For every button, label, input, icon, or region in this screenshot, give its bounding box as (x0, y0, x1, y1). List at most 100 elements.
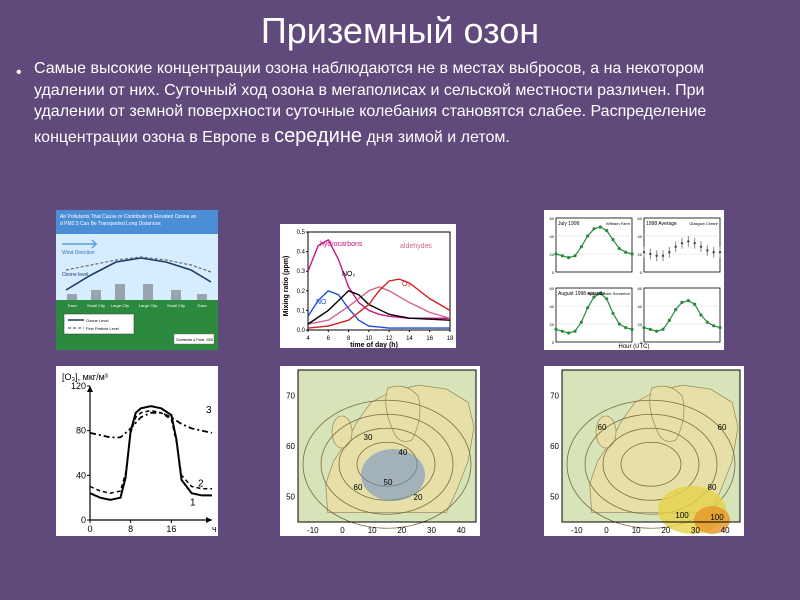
svg-text:30: 30 (364, 433, 373, 442)
fig-hourly-sites: 0204060July 1999Witham Farm02040601998 A… (544, 210, 724, 350)
svg-text:[O₃], мкг/м³: [O₃], мкг/м³ (62, 372, 108, 382)
svg-text:0: 0 (87, 524, 92, 534)
svg-text:50: 50 (286, 493, 295, 502)
svg-text:60: 60 (286, 442, 295, 451)
svg-text:Bristol Centre Somerton: Bristol Centre Somerton (587, 291, 630, 296)
svg-text:0: 0 (604, 526, 609, 535)
svg-text:NO: NO (316, 299, 327, 306)
svg-text:Mixing ratio (ppm): Mixing ratio (ppm) (283, 256, 290, 317)
svg-text:70: 70 (286, 391, 295, 400)
svg-text:20: 20 (397, 526, 406, 535)
svg-text:30: 30 (691, 526, 700, 535)
svg-text:0: 0 (552, 270, 555, 275)
svg-text:16: 16 (166, 524, 176, 534)
fig-map-summer: 50 60 70 -10 0 10 20 30 40 60 60 80 100 100 (544, 366, 744, 536)
svg-text:120: 120 (71, 381, 86, 391)
svg-text:60: 60 (550, 216, 555, 221)
svg-text:40: 40 (399, 448, 408, 457)
svg-text:Town: Town (67, 303, 76, 308)
svg-text:80: 80 (76, 426, 86, 436)
svg-text:NO₂: NO₂ (342, 271, 356, 278)
svg-text:20: 20 (638, 252, 643, 257)
svg-text:0.5: 0.5 (297, 230, 306, 236)
svg-text:0.0: 0.0 (297, 328, 306, 334)
svg-text:100: 100 (710, 513, 724, 522)
svg-text:d PM2.5 Can Be Transported Lon: d PM2.5 Can Be Transported Long Distance… (60, 221, 161, 227)
svg-text:40: 40 (457, 526, 466, 535)
svg-text:20: 20 (550, 252, 555, 257)
svg-text:70: 70 (550, 391, 559, 400)
svg-text:hydrocarbons: hydrocarbons (320, 241, 363, 248)
svg-text:1998 Average: 1998 Average (646, 221, 677, 227)
svg-text:20: 20 (661, 526, 670, 535)
bullet: • (16, 62, 22, 84)
svg-text:40: 40 (638, 304, 643, 309)
svg-text:Fine Particle Level: Fine Particle Level (86, 326, 119, 331)
svg-text:18: 18 (447, 336, 454, 342)
svg-text:3: 3 (206, 405, 212, 416)
svg-text:4: 4 (306, 336, 310, 342)
svg-text:40: 40 (638, 234, 643, 239)
svg-text:0: 0 (81, 515, 86, 525)
svg-text:0.3: 0.3 (297, 269, 306, 275)
svg-text:Large City: Large City (139, 303, 157, 308)
svg-text:20: 20 (550, 322, 555, 327)
svg-text:6: 6 (327, 336, 331, 342)
body-text: Самые высокие концентрации озона наблюда… (34, 58, 766, 150)
svg-text:60: 60 (550, 442, 559, 451)
svg-text:0: 0 (640, 270, 643, 275)
svg-text:16: 16 (426, 336, 433, 342)
svg-text:Air Pollutants That Cause or C: Air Pollutants That Cause or Contribute … (60, 214, 197, 220)
svg-text:40: 40 (76, 470, 86, 480)
svg-text:Glasgow Centre: Glasgow Centre (689, 221, 718, 226)
svg-text:Witham Farm: Witham Farm (606, 221, 631, 226)
svg-text:Ozone level: Ozone level (62, 272, 88, 278)
svg-text:30: 30 (427, 526, 436, 535)
fig-map-winter: 50 60 70 -10 0 10 20 30 40 20 30 40 50 60 (280, 366, 480, 536)
svg-text:time of day (h): time of day (h) (350, 342, 398, 348)
svg-text:60: 60 (718, 423, 727, 432)
svg-text:Small City: Small City (87, 303, 105, 308)
slide-title: Приземный озон (0, 0, 800, 58)
svg-text:Ozone Level: Ozone Level (86, 318, 109, 323)
svg-text:aldehydes: aldehydes (400, 243, 432, 250)
svg-text:-10: -10 (307, 526, 319, 535)
svg-text:60: 60 (598, 423, 607, 432)
svg-text:60: 60 (550, 286, 555, 291)
svg-text:20: 20 (414, 493, 423, 502)
svg-text:0: 0 (552, 340, 555, 345)
svg-text:60: 60 (354, 483, 363, 492)
svg-text:July 1999: July 1999 (558, 221, 580, 227)
svg-text:50: 50 (550, 493, 559, 502)
svg-text:0.2: 0.2 (297, 289, 306, 295)
svg-text:100: 100 (675, 511, 689, 520)
svg-text:8: 8 (128, 524, 133, 534)
svg-text:50: 50 (384, 478, 393, 487)
svg-text:40: 40 (550, 234, 555, 239)
svg-text:60: 60 (638, 216, 643, 221)
svg-text:-10: -10 (571, 526, 583, 535)
fig-diurnal-species: 0.00.10.20.30.40.54681012141618time of d… (280, 224, 456, 348)
svg-text:10: 10 (632, 526, 641, 535)
svg-text:80: 80 (708, 483, 717, 492)
svg-text:Town: Town (197, 303, 206, 308)
svg-text:0: 0 (340, 526, 345, 535)
fig-o3-profiles: 040801200816ч[O₃], мкг/м³321 (56, 366, 218, 536)
svg-text:10: 10 (368, 526, 377, 535)
svg-text:Small City: Small City (167, 303, 185, 308)
svg-text:14: 14 (406, 336, 413, 342)
svg-text:0.1: 0.1 (297, 308, 306, 314)
svg-text:0.4: 0.4 (297, 250, 306, 256)
svg-text:40: 40 (721, 526, 730, 535)
svg-text:40: 40 (550, 304, 555, 309)
svg-text:O₃: O₃ (402, 281, 410, 288)
fig-transport-schematic: Air Pollutants That Cause or Contribute … (56, 210, 218, 350)
svg-text:ч: ч (212, 524, 217, 534)
svg-text:2: 2 (198, 479, 204, 490)
svg-text:Chameides & Frank, 2005: Chameides & Frank, 2005 (176, 338, 213, 342)
svg-text:Wind Direction: Wind Direction (62, 250, 95, 256)
svg-text:Hour (UTC): Hour (UTC) (619, 344, 650, 350)
svg-text:20: 20 (638, 322, 643, 327)
svg-text:60: 60 (638, 286, 643, 291)
svg-text:Large City: Large City (111, 303, 129, 308)
